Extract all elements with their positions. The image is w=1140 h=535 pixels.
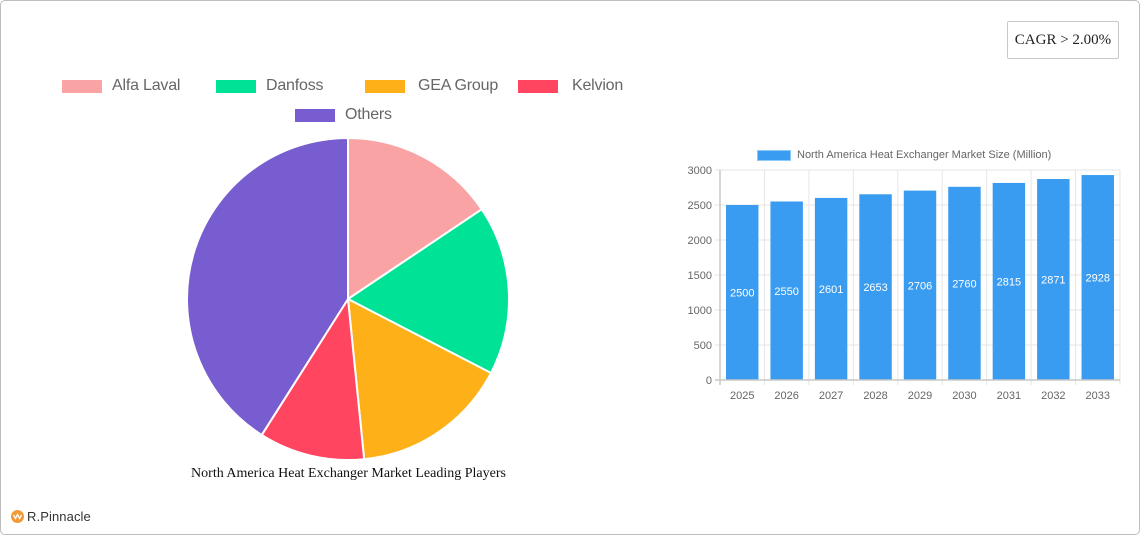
legend-swatch xyxy=(365,79,405,93)
cagr-badge: CAGR > 2.00% xyxy=(1007,21,1119,59)
x-tick-label: 2027 xyxy=(819,390,843,402)
y-tick-label: 0 xyxy=(706,375,712,387)
legend-label: Danfoss xyxy=(266,77,324,94)
bar-2026[interactable] xyxy=(770,201,803,381)
x-tick-label: 2033 xyxy=(1086,390,1110,402)
bar-value-label: 2601 xyxy=(819,284,843,296)
legend-swatch xyxy=(757,149,791,161)
pie-chart xyxy=(186,136,510,461)
legend-label: Alfa Laval xyxy=(112,77,181,94)
bar-value-label: 2928 xyxy=(1086,273,1110,285)
pie-slice-alfa-laval[interactable] xyxy=(347,136,484,301)
bar-chart: 2500 2550 2601 2653 2706 2760 2815 2871 2928 0 50… xyxy=(688,165,1121,402)
y-tick-label: 2500 xyxy=(688,200,712,212)
pie-slice-kelvion[interactable] xyxy=(260,296,366,461)
bar-axes: 0 500 1000 1500 2000 2500 3000 2025 2026 2027 2028… xyxy=(688,165,1120,402)
bar-2031[interactable] xyxy=(992,182,1026,380)
bar-2027[interactable] xyxy=(814,197,848,380)
x-tick-label: 2031 xyxy=(997,390,1021,402)
legend-label: North America Heat Exchanger Market Size… xyxy=(797,149,1052,161)
logo-text: R.Pinnacle xyxy=(27,509,91,524)
bar-value-label: 2706 xyxy=(908,280,932,292)
bar-legend[interactable]: North America Heat Exchanger Market Size… xyxy=(757,149,1051,161)
legend-swatch xyxy=(216,79,256,93)
x-tick-label: 2028 xyxy=(863,390,887,402)
bar-value-label: 2653 xyxy=(863,282,887,294)
bar-value-label: 2500 xyxy=(730,288,754,300)
legend-item-danfoss[interactable]: Danfoss xyxy=(216,77,323,95)
bar-2030[interactable] xyxy=(948,186,981,380)
bar-2029[interactable] xyxy=(903,190,937,380)
legend-swatch xyxy=(62,79,102,93)
pie-slice-danfoss[interactable] xyxy=(346,207,510,375)
y-tick-label: 2000 xyxy=(688,235,712,247)
bar-series: 2500 2550 2601 2653 2706 2760 2815 2871 2928 xyxy=(726,175,1114,380)
bar-2033[interactable] xyxy=(1081,175,1114,380)
y-tick-label: 3000 xyxy=(688,165,712,177)
bar-2028[interactable] xyxy=(859,194,892,380)
legend-swatch xyxy=(518,79,558,93)
x-tick-label: 2032 xyxy=(1041,390,1065,402)
legend-label: GEA Group xyxy=(418,77,499,94)
y-tick-label: 500 xyxy=(694,340,712,352)
bar-value-label: 2815 xyxy=(997,276,1021,288)
legend-item-others[interactable]: Others xyxy=(295,106,392,124)
logo-icon xyxy=(11,510,24,523)
bar-2025[interactable] xyxy=(726,205,759,380)
x-tick-label: 2026 xyxy=(774,390,798,402)
pie-slice-gea-group[interactable] xyxy=(346,297,493,461)
pie-slices xyxy=(186,136,510,461)
legend-item-gea-group[interactable]: GEA Group xyxy=(365,77,498,95)
x-tick-label: 2029 xyxy=(908,390,932,402)
legend-swatch xyxy=(295,108,335,122)
legend-item-alfa-laval[interactable]: Alfa Laval xyxy=(62,77,180,95)
bar-value-label: 2550 xyxy=(774,286,798,298)
x-tick-label: 2025 xyxy=(730,390,754,402)
legend-label: Others xyxy=(345,106,392,123)
bar-value-label: 2871 xyxy=(1041,275,1065,287)
y-tick-label: 1000 xyxy=(688,305,712,317)
y-tick-label: 1500 xyxy=(688,270,712,282)
legend-label: Kelvion xyxy=(572,77,624,94)
x-tick-label: 2030 xyxy=(952,390,976,402)
pie-chart-title: North America Heat Exchanger Market Lead… xyxy=(191,466,506,481)
legend-item-kelvion[interactable]: Kelvion xyxy=(518,77,623,95)
bar-2032[interactable] xyxy=(1037,179,1070,380)
brand-logo: R.Pinnacle xyxy=(11,509,91,524)
bar-value-label: 2760 xyxy=(952,278,976,290)
pie-slice-others[interactable] xyxy=(186,136,349,437)
